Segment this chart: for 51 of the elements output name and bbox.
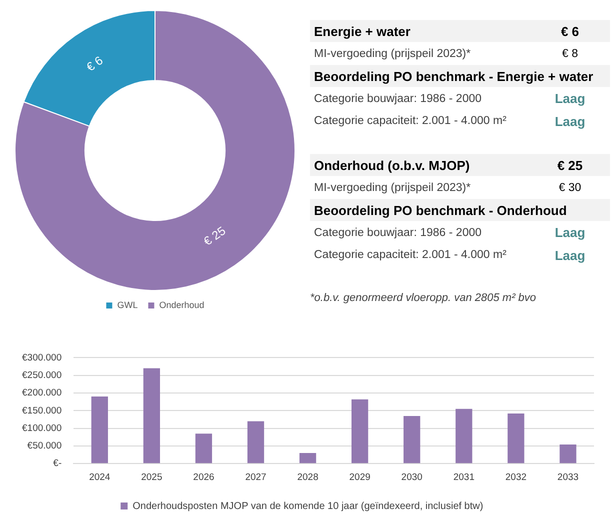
x-tick-label: 2032 [505, 472, 527, 483]
bar [195, 434, 212, 464]
x-tick-label: 2024 [89, 472, 110, 483]
category-label: Beoordeling PO benchmark - Energie + water [314, 68, 594, 84]
category-label: Categorie capaciteit: 2.001 - 4.000 m² [314, 249, 508, 261]
category-label: Categorie bouwjaar: 1986 - 2000 [314, 92, 483, 104]
bar [143, 368, 160, 464]
y-tick-label: €100.000 [22, 422, 62, 434]
category-label: MI-vergoeding (prijspeil 2023)* [314, 182, 472, 194]
x-tick-label: 2031 [453, 472, 474, 483]
y-tick-label: €- [53, 458, 62, 470]
legend-label: Onderhoudsposten MJOP van de komende 10 jaar (geïndexeerd, inclusief btw) [132, 500, 484, 512]
data-label: € 25 [201, 224, 228, 249]
bar [456, 408, 472, 464]
text: Laag [554, 225, 586, 240]
text: Laag [554, 114, 586, 128]
bar [508, 413, 524, 464]
bar [404, 416, 420, 464]
legend-label: Onderhoud [159, 300, 204, 310]
x-tick-label: 2026 [193, 472, 214, 483]
bar [91, 396, 108, 464]
x-tick-label: 2028 [297, 472, 318, 483]
category-label: Onderhoud (o.b.v. MJOP) [314, 158, 471, 172]
y-tick-label: €300.000 [22, 352, 62, 364]
text: *o.b.v. genormeerd vloeropp. van 2805 m² bvo [310, 292, 538, 304]
data-label: € 6 [84, 53, 106, 74]
text: Laag [554, 248, 586, 262]
category-label: MI-vergoeding (prijspeil 2023)* [314, 48, 472, 60]
category-label: Categorie bouwjaar: 1986 - 2000 [314, 226, 483, 238]
category-label: Categorie capaciteit: 2.001 - 4.000 m² [314, 115, 508, 127]
bar [247, 421, 264, 464]
legend-label: GWL [117, 300, 138, 310]
y-tick-label: €50.000 [27, 440, 62, 452]
bar [352, 399, 368, 464]
y-tick-label: €200.000 [22, 388, 62, 399]
category-label: Beoordeling PO benchmark - Onderhoud [314, 202, 567, 218]
category-label: Energie + water [314, 24, 412, 38]
y-tick-label: €250.000 [22, 370, 62, 381]
x-tick-label: 2030 [401, 472, 422, 483]
x-tick-label: 2027 [245, 472, 266, 483]
text: € 8 [562, 48, 578, 60]
bar [560, 444, 576, 464]
text: € 30 [558, 182, 582, 194]
bar [299, 453, 316, 464]
y-tick-label: €150.000 [22, 405, 62, 416]
x-tick-label: 2025 [141, 472, 162, 483]
x-tick-label: 2029 [349, 472, 370, 483]
text: € 25 [557, 158, 583, 172]
text: Laag [554, 91, 586, 106]
x-tick-label: 2033 [557, 472, 579, 483]
text: € 6 [560, 24, 580, 38]
